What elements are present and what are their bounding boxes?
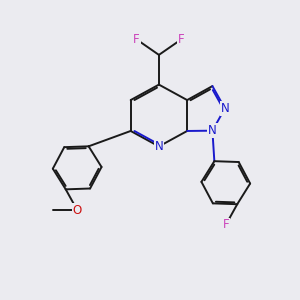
Text: N: N	[154, 140, 163, 153]
Text: F: F	[133, 33, 140, 46]
Text: N: N	[220, 102, 229, 115]
Text: F: F	[178, 33, 184, 46]
Text: O: O	[73, 203, 82, 217]
Text: N: N	[208, 124, 217, 137]
Text: F: F	[223, 218, 229, 231]
